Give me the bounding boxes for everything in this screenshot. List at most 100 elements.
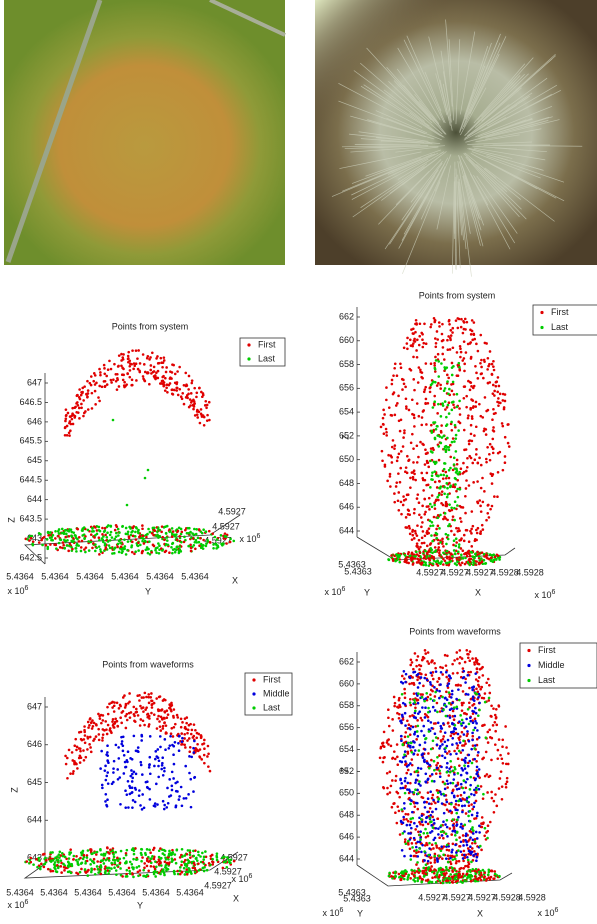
point bbox=[125, 553, 128, 556]
point bbox=[432, 380, 435, 383]
point bbox=[154, 374, 157, 377]
point bbox=[127, 780, 130, 783]
point bbox=[444, 731, 447, 734]
point bbox=[480, 686, 483, 689]
point bbox=[455, 651, 458, 654]
point bbox=[110, 867, 113, 870]
point bbox=[414, 710, 417, 713]
y-label: Y bbox=[357, 908, 363, 918]
point bbox=[392, 559, 395, 562]
point bbox=[229, 862, 232, 865]
point bbox=[446, 557, 449, 560]
point bbox=[438, 549, 441, 552]
point bbox=[100, 750, 103, 753]
point bbox=[477, 751, 480, 754]
point bbox=[445, 416, 448, 419]
point bbox=[135, 538, 138, 541]
point bbox=[75, 859, 78, 862]
point bbox=[423, 322, 426, 325]
point bbox=[178, 798, 181, 801]
point bbox=[411, 842, 414, 845]
point bbox=[462, 740, 465, 743]
point bbox=[447, 682, 450, 685]
point bbox=[68, 434, 71, 437]
point bbox=[496, 495, 499, 498]
point bbox=[449, 486, 452, 489]
point bbox=[201, 852, 204, 855]
point bbox=[195, 748, 198, 751]
point bbox=[406, 782, 409, 785]
point bbox=[457, 429, 460, 432]
point bbox=[440, 873, 443, 876]
point bbox=[150, 692, 153, 695]
point bbox=[113, 856, 116, 859]
point bbox=[65, 763, 68, 766]
point bbox=[165, 366, 168, 369]
point bbox=[424, 741, 427, 744]
point bbox=[58, 528, 61, 531]
point bbox=[54, 537, 57, 540]
point bbox=[438, 546, 441, 549]
point bbox=[157, 715, 160, 718]
point bbox=[183, 403, 186, 406]
point bbox=[197, 410, 200, 413]
point bbox=[152, 544, 155, 547]
point bbox=[79, 871, 82, 874]
point bbox=[41, 537, 44, 540]
point bbox=[392, 757, 395, 760]
point bbox=[508, 445, 511, 448]
point bbox=[499, 754, 502, 757]
point bbox=[497, 404, 500, 407]
point bbox=[113, 538, 116, 541]
point bbox=[456, 317, 459, 320]
point bbox=[91, 530, 94, 533]
point bbox=[408, 458, 411, 461]
point bbox=[436, 859, 439, 862]
point bbox=[396, 805, 399, 808]
point bbox=[408, 527, 411, 530]
point bbox=[131, 777, 134, 780]
point bbox=[205, 406, 208, 409]
point bbox=[498, 875, 501, 878]
point bbox=[462, 506, 465, 509]
point bbox=[83, 725, 86, 728]
point bbox=[425, 863, 428, 866]
point bbox=[441, 743, 444, 746]
point bbox=[394, 362, 397, 365]
point bbox=[430, 424, 433, 427]
axis-exponent: x 106 bbox=[323, 907, 344, 919]
point bbox=[472, 854, 475, 857]
point bbox=[391, 779, 394, 782]
point bbox=[127, 355, 130, 358]
point bbox=[442, 882, 445, 885]
point bbox=[413, 875, 416, 878]
point bbox=[458, 543, 461, 546]
point bbox=[437, 721, 440, 724]
point bbox=[101, 736, 104, 739]
point bbox=[491, 797, 494, 800]
point bbox=[397, 558, 400, 561]
point bbox=[471, 814, 474, 817]
point bbox=[184, 717, 187, 720]
point bbox=[457, 374, 460, 377]
point bbox=[498, 738, 501, 741]
point bbox=[414, 828, 417, 831]
point bbox=[430, 721, 433, 724]
point bbox=[119, 704, 122, 707]
z-tick-label: 645 bbox=[27, 455, 42, 465]
point bbox=[436, 680, 439, 683]
point bbox=[431, 871, 434, 874]
z-tick-label: 650 bbox=[339, 454, 354, 464]
z-tick-label: 654 bbox=[339, 406, 354, 416]
point bbox=[73, 855, 76, 858]
point bbox=[488, 453, 491, 456]
point bbox=[435, 670, 438, 673]
point bbox=[439, 710, 442, 713]
point bbox=[470, 748, 473, 751]
point bbox=[462, 557, 465, 560]
point bbox=[87, 540, 90, 543]
point bbox=[417, 456, 420, 459]
point bbox=[415, 846, 418, 849]
point bbox=[485, 681, 488, 684]
point bbox=[82, 415, 85, 418]
